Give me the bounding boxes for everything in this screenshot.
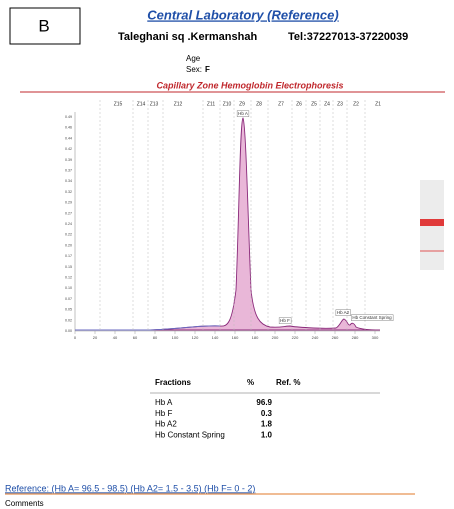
peak-label: Hb A [238,111,248,116]
zone-label: Z5 [311,101,317,107]
y-tick-label: 0.12 [65,275,72,279]
y-tick-label: 0.22 [65,233,72,237]
y-tick-label: 0.32 [65,190,72,194]
curve [75,118,380,330]
fraction-name: Hb F [155,409,172,418]
fraction-percent: 0.3 [261,409,273,418]
y-tick-label: 0.49 [65,115,72,119]
y-tick-label: 0.37 [65,168,72,172]
fraction-name: Hb A2 [155,420,177,429]
x-tick-label: 160 [232,335,239,340]
address: Taleghani sq .Kermanshah [118,31,257,43]
peak-label: Hb F [280,318,290,323]
gel-strip [420,180,444,270]
reference: Reference: (Hb A= 96.5 - 98.5) (Hb A2= 1… [5,483,255,493]
x-tick-label: 60 [133,335,138,340]
comments: Comments [5,499,44,508]
y-tick-label: 0.05 [65,308,72,312]
y-tick-label: 0.39 [65,158,72,162]
x-tick-label: 300 [372,335,379,340]
zone-label: Z12 [174,101,183,107]
x-tick-label: 200 [272,335,279,340]
zone-label: Z15 [114,101,123,107]
x-tick-label: 100 [172,335,179,340]
y-tick-label: 0.10 [65,286,72,290]
zone-label: Z1 [375,101,381,107]
y-tick-label: 0.15 [65,265,72,269]
zone-label: Z3 [337,101,343,107]
x-tick-label: 120 [192,335,199,340]
zone-label: Z4 [324,101,330,107]
phone: Tel:37227013-37220039 [288,31,408,43]
y-tick-label: 0.00 [65,329,72,333]
y-tick-label: 0.20 [65,243,72,247]
panel-label: B [38,16,49,35]
peak-label: Hb Constant Spring [352,315,392,320]
x-tick-label: 220 [292,335,299,340]
chart-title: Capillary Zone Hemoglobin Electrophoresi… [156,80,343,90]
y-tick-label: 0.17 [65,254,72,258]
x-tick-label: 80 [153,335,158,340]
x-tick-label: 240 [312,335,319,340]
y-tick-label: 0.34 [65,179,72,183]
zone-label: Z10 [223,101,232,107]
x-tick-label: 280 [352,335,359,340]
zone-label: Z11 [207,101,215,107]
fraction-percent: 96.9 [256,398,272,407]
y-tick-label: 0.44 [65,136,72,140]
x-tick-label: 0 [74,335,77,340]
fraction-percent: 1.0 [261,431,273,440]
zone-label: Z8 [256,101,262,107]
table-header: Ref. % [276,378,300,387]
x-tick-label: 20 [93,335,98,340]
y-tick-label: 0.07 [65,297,72,301]
peak-label: Hb A2 [337,310,350,315]
zone-label: Z13 [150,101,159,107]
x-tick-label: 40 [113,335,118,340]
electropherogram: 0.00 0.02 0.05 0.07 0.10 0.12 0.15 0.17 0.20 0.22… [65,100,393,340]
zone-label: Z9 [239,101,245,107]
zone-label: Z2 [353,101,359,107]
x-tick-label: 140 [212,335,219,340]
y-tick-label: 0.24 [65,222,72,226]
y-tick-label: 0.29 [65,201,72,205]
gel-band [420,219,444,226]
fraction-percent: 1.8 [261,420,273,429]
sex-label: Sex: [186,65,202,74]
fraction-name: Hb A [155,398,173,407]
x-tick-label: 180 [252,335,259,340]
zone-label: Z14 [137,101,146,107]
zone-label: Z6 [296,101,302,107]
table-header: % [247,378,254,387]
age-label: Age [186,54,201,63]
table-header: Fractions [155,378,192,387]
gel-band-minor [420,250,444,252]
lab-title: Central Laboratory (Reference) [147,7,338,22]
x-tick-label: 260 [332,335,339,340]
sex-value: F [205,65,210,74]
fraction-name: Hb Constant Spring [155,431,225,440]
y-tick-label: 0.27 [65,211,72,215]
zone-label: Z7 [278,101,284,107]
y-tick-label: 0.02 [65,318,72,322]
y-tick-label: 0.46 [65,126,72,130]
lab-report: B Central Laboratory (Reference) Talegha… [0,0,454,509]
y-tick-label: 0.42 [65,147,72,151]
